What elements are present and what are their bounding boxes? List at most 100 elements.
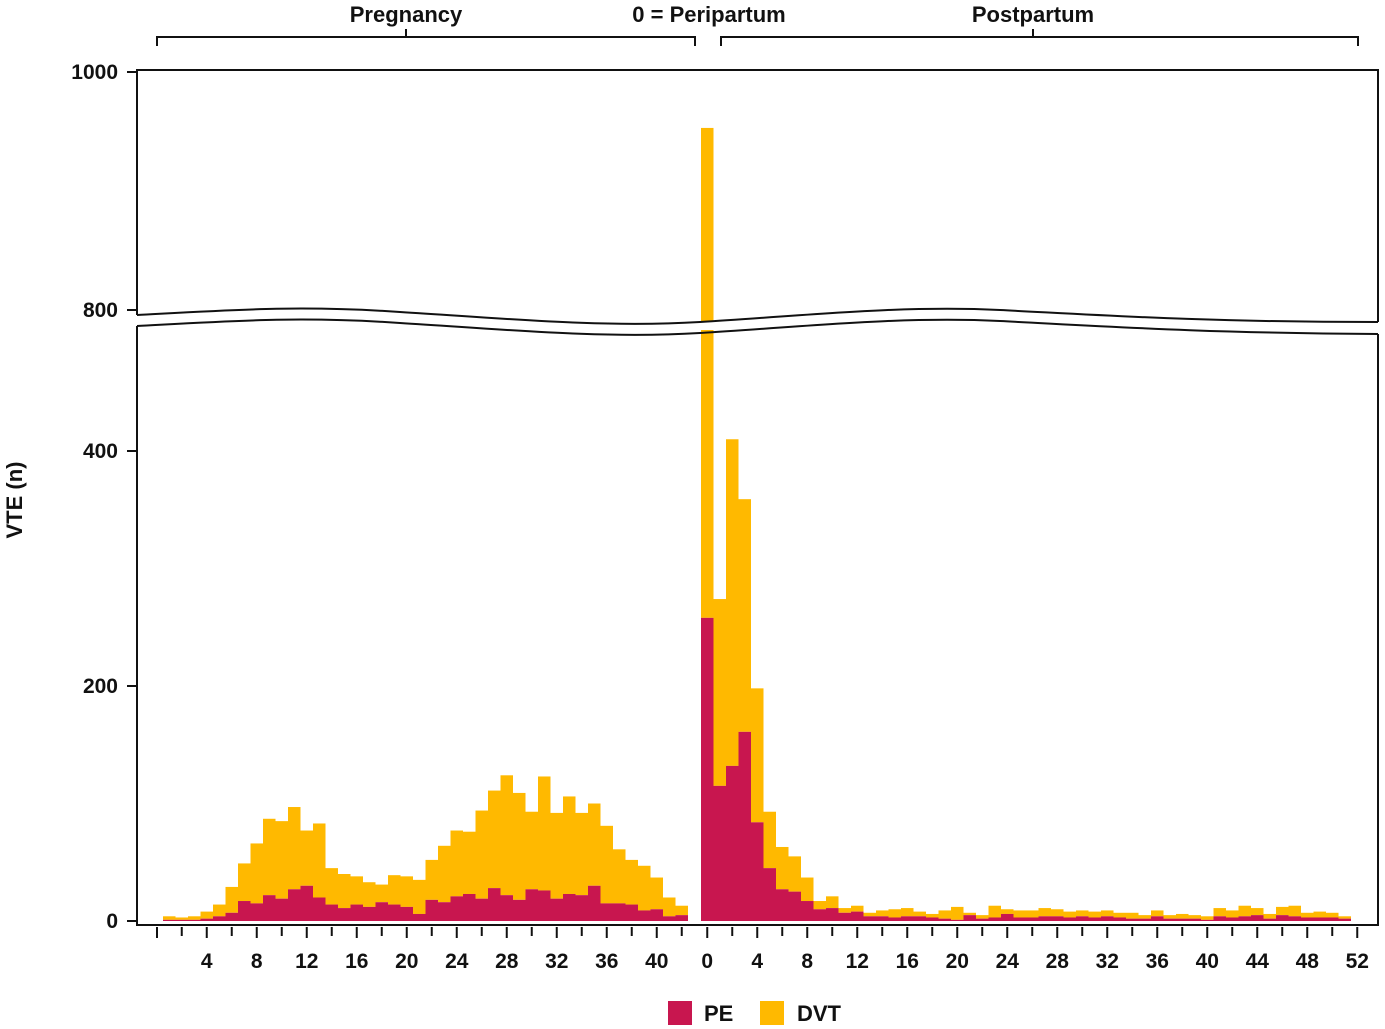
period-brackets: Pregnancy 0 = Peripartum Postpartum [156, 2, 1359, 46]
postpartum-week-2-bar-dvt [726, 439, 739, 766]
postpartum-week-3-bar-pe [738, 731, 751, 921]
pregnancy-week-6-bar-dvt [225, 886, 238, 913]
postpartum-week-8-bar-pe [801, 901, 814, 921]
axis-break [136, 307, 1379, 336]
postpartum-week-28-bar-pe [1051, 916, 1064, 921]
pregnancy-week-37-bar-pe [613, 903, 626, 921]
postpartum-week-15-bar-dvt [888, 909, 901, 918]
y-tick-label: 400 [83, 440, 118, 463]
postpartum-week-45-bar-dvt [1263, 913, 1276, 919]
pregnancy-week-15-bar-dvt [338, 874, 351, 909]
postpartum-week-39-bar-pe [1188, 918, 1201, 921]
pregnancy-week-24-bar-dvt [450, 830, 463, 897]
pregnancy-week-25-bar-dvt [463, 831, 476, 894]
x-tick-label-postpartum: 40 [1196, 950, 1219, 973]
postpartum-week-51-bar-pe [1338, 918, 1351, 921]
postpartum-label: Postpartum [972, 2, 1094, 27]
postpartum-week-47-bar-pe [1288, 916, 1301, 921]
postpartum-week-42-bar-pe [1226, 917, 1239, 921]
pregnancy-week-2-bar-dvt [175, 917, 188, 920]
pregnancy-week-11-bar-dvt [288, 807, 301, 890]
postpartum-week-7-bar-pe [788, 891, 801, 921]
postpartum-week-51-bar-dvt [1338, 916, 1351, 919]
postpartum-week-22-bar-dvt [976, 915, 989, 919]
pregnancy-week-23-bar-dvt [438, 845, 451, 903]
pregnancy-week-31-bar-dvt [538, 776, 551, 891]
postpartum-week-31-bar-dvt [1088, 911, 1101, 918]
pregnancy-week-38-bar-pe [625, 904, 638, 921]
postpartum-week-34-bar-pe [1126, 918, 1139, 921]
pregnancy-week-26-bar-pe [475, 898, 488, 921]
postpartum-week-44-bar-dvt [1251, 908, 1264, 916]
postpartum-week-4-bar-dvt [751, 688, 764, 823]
postpartum-week-24-bar-pe [1001, 913, 1014, 921]
postpartum-week-21-bar-pe [963, 915, 976, 921]
postpartum-week-37-bar-pe [1163, 918, 1176, 921]
x-tick-label-postpartum: 4 [751, 950, 763, 973]
postpartum-week-24-bar-dvt [1001, 909, 1014, 914]
pregnancy-label: Pregnancy [350, 2, 463, 27]
pregnancy-week-3-bar-pe [188, 919, 201, 921]
postpartum-week-32-bar-dvt [1101, 910, 1114, 917]
postpartum-week-25-bar-pe [1013, 917, 1026, 921]
postpartum-week-1-bar-pe [713, 785, 726, 921]
x-tick-label-postpartum: 20 [946, 950, 969, 973]
pregnancy-week-14-bar-pe [325, 904, 338, 921]
pregnancy-week-25-bar-pe [463, 893, 476, 921]
pregnancy-week-13-bar-pe [313, 897, 326, 921]
postpartum-week-35-bar-dvt [1138, 915, 1151, 919]
postpartum-week-28-bar-dvt [1051, 909, 1064, 917]
postpartum-week-23-bar-pe [988, 917, 1001, 921]
pregnancy-week-11-bar-pe [288, 889, 301, 921]
pregnancy-week-32-bar-dvt [550, 812, 563, 899]
x-tick-label-postpartum: 16 [896, 950, 919, 973]
postpartum-week-29-bar-pe [1063, 917, 1076, 921]
pregnancy-week-9-bar-pe [263, 895, 276, 921]
postpartum-week-50-bar-pe [1326, 917, 1339, 921]
y-axis-label: VTE (n) [2, 462, 27, 539]
postpartum-week-31-bar-pe [1088, 917, 1101, 921]
pregnancy-week-9-bar-dvt [263, 818, 276, 896]
postpartum-week-46-bar-dvt [1276, 906, 1289, 916]
postpartum-week-11-bar-pe [838, 912, 851, 921]
postpartum-week-15-bar-pe [888, 917, 901, 921]
y-tick-label: 200 [83, 675, 118, 698]
pregnancy-week-23-bar-pe [438, 902, 451, 921]
x-tick-label-pregnancy: 20 [395, 950, 418, 973]
postpartum-week-14-bar-dvt [876, 910, 889, 917]
x-tick-label-pregnancy: 24 [445, 950, 469, 973]
postpartum-week-30-bar-dvt [1076, 910, 1089, 917]
postpartum-week-46-bar-pe [1276, 915, 1289, 921]
pregnancy-week-19-bar-dvt [388, 875, 401, 905]
postpartum-week-14-bar-pe [876, 916, 889, 921]
x-tick-label-postpartum: 48 [1296, 950, 1320, 973]
postpartum-week-11-bar-dvt [838, 908, 851, 913]
postpartum-week-12-bar-dvt [851, 905, 864, 912]
postpartum-bracket [720, 29, 1359, 46]
pregnancy-week-4-bar-dvt [200, 911, 213, 919]
pregnancy-week-2-bar-pe [175, 919, 188, 921]
pregnancy-week-4-bar-pe [200, 918, 213, 921]
pregnancy-week-33-bar-dvt [563, 796, 576, 894]
x-tick-label-pregnancy: 16 [345, 950, 368, 973]
x-tick-label-postpartum: 44 [1246, 950, 1270, 973]
postpartum-week-48-bar-dvt [1301, 912, 1314, 918]
lower-panel-frame [136, 326, 1379, 926]
postpartum-week-43-bar-pe [1238, 916, 1251, 921]
pregnancy-week-8-bar-pe [250, 903, 263, 921]
postpartum-week-18-bar-dvt [926, 913, 939, 918]
pregnancy-week-30-bar-pe [525, 889, 538, 921]
postpartum-week-49-bar-pe [1313, 917, 1326, 921]
postpartum-week-9-bar-pe [813, 909, 826, 921]
x-tick-label-pregnancy: 8 [251, 950, 263, 973]
postpartum-week-30-bar-pe [1076, 916, 1089, 921]
pregnancy-week-1-bar-pe [163, 919, 176, 921]
pregnancy-week-22-bar-dvt [425, 859, 438, 900]
pregnancy-week-31-bar-pe [538, 890, 551, 921]
y-tick-label: 0 [106, 910, 118, 933]
postpartum-week-12-bar-pe [851, 911, 864, 921]
y-axis: 0 200 400 800 1000 [71, 61, 137, 933]
postpartum-week-6-bar-dvt [776, 846, 789, 890]
postpartum-week-3-bar-dvt [738, 499, 751, 732]
peripartum-label: 0 = Peripartum [632, 2, 785, 27]
